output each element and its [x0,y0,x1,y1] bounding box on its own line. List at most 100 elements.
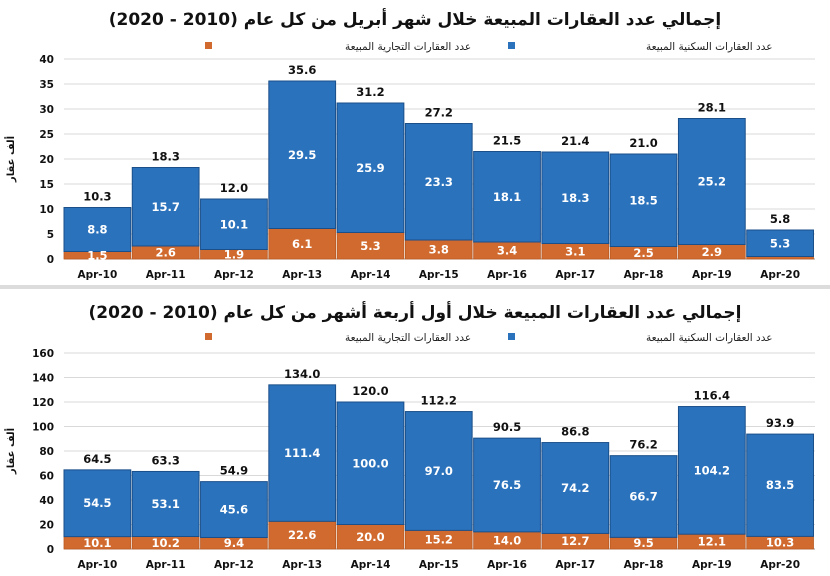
data-label-commercial: 20.0 [356,530,384,544]
data-label-total: 27.2 [425,106,453,120]
data-label-residential: 104.2 [694,463,730,477]
x-tick-label: Apr-19 [692,559,732,571]
data-label-commercial: 9.5 [633,536,653,550]
data-label-residential: 45.6 [220,503,248,517]
y-tick-label: 20 [39,154,54,166]
x-tick-label: Apr-16 [487,269,527,281]
x-tick-label: Apr-20 [760,559,800,571]
legend-label-residential: عدد العقارات السكنية المبيعة [646,41,773,53]
y-tick-label: 120 [32,397,54,409]
bar-residential-apr-10 [63,469,132,538]
bar-residential-apr-12 [200,198,268,250]
data-label-commercial: 5.3 [360,239,380,253]
bar-residential-apr-18 [609,455,678,538]
bar-residential-apr-13 [268,384,337,522]
x-tick-label: Apr-14 [351,559,391,571]
x-tick-label: Apr-11 [146,559,186,571]
x-tick-label: Apr-12 [214,269,254,281]
bar-residential-apr-14 [336,401,405,525]
data-label-residential: 10.1 [220,217,248,231]
bar-residential-apr-11 [131,470,200,538]
data-label-total: 5.8 [770,212,790,226]
y-tick-label: 20 [39,520,54,532]
y-tick-label: 60 [39,471,54,483]
x-tick-label: Apr-17 [555,269,595,281]
x-tick-label: Apr-16 [487,559,527,571]
data-label-residential: 111.4 [284,446,320,460]
x-tick-label: Apr-11 [146,269,186,281]
y-axis-label: ألف عقار [4,136,17,183]
x-tick-label: Apr-18 [624,269,664,281]
chart-panel-first-four-months: إجمالي عدد العقارات المبيعة خلال أول أرب… [0,290,830,572]
bar-residential-apr-13 [268,80,337,229]
data-label-total: 28.1 [698,101,726,115]
data-label-total: 120.0 [352,384,388,398]
legend-label-residential: عدد العقارات السكنية المبيعة [646,332,773,344]
y-tick-label: 0 [47,544,54,556]
x-tick-label: Apr-13 [282,559,322,571]
data-label-commercial: 3.4 [497,244,517,258]
data-label-residential: 18.5 [629,193,657,207]
data-label-total: 21.4 [561,134,589,148]
data-label-residential: 100.0 [352,456,388,470]
data-label-residential: 53.1 [151,497,179,511]
x-tick-label: Apr-17 [555,559,595,571]
bar-residential-apr-14 [336,102,405,233]
data-label-residential: 23.3 [425,175,453,189]
bar-residential-apr-18 [609,153,678,247]
x-tick-label: Apr-10 [77,559,117,571]
data-label-total: 134.0 [284,367,320,381]
data-label-commercial: 10.2 [151,536,179,550]
bar-residential-apr-16 [473,437,541,533]
data-label-residential: 18.1 [493,190,521,204]
data-label-commercial: 12.7 [561,534,589,548]
data-label-total: 86.8 [561,425,589,439]
panel-divider [0,285,830,289]
data-label-residential: 83.5 [766,478,794,492]
data-label-commercial: 22.6 [288,528,316,542]
chart-title: إجمالي عدد العقارات المبيعة خلال أول أرب… [89,301,742,323]
data-label-residential: 15.7 [151,200,179,214]
data-label-commercial: 2.9 [702,245,722,259]
data-label-commercial: 1.9 [224,247,244,261]
data-label-commercial: 14.0 [493,533,521,547]
x-tick-label: Apr-13 [282,269,322,281]
x-tick-label: Apr-20 [760,269,800,281]
chart-panel-april: إجمالي عدد العقارات المبيعة خلال شهر أبر… [0,0,830,286]
bar-residential-apr-20 [746,229,815,257]
x-tick-label: Apr-15 [419,269,459,281]
data-label-commercial: 15.2 [425,533,453,547]
y-tick-label: 140 [32,373,54,385]
chart-title: إجمالي عدد العقارات المبيعة خلال شهر أبر… [109,8,722,30]
data-label-residential: 97.0 [425,464,453,478]
bar-residential-apr-12 [200,481,268,538]
y-tick-label: 40 [39,495,54,507]
data-label-residential: 29.5 [288,148,316,162]
y-tick-label: 80 [39,446,54,458]
legend-swatch-commercial [205,333,212,340]
bar-residential-apr-17 [541,151,610,244]
x-tick-label: Apr-15 [419,559,459,571]
y-tick-label: 100 [32,422,54,434]
legend-swatch-residential [508,42,515,49]
bar-residential-apr-15 [404,123,473,241]
data-label-residential: 18.3 [561,191,589,205]
data-label-total: 10.3 [83,190,111,204]
bar-commercial-apr-13 [268,520,336,550]
data-label-commercial: 3.8 [429,243,449,257]
data-label-commercial: 6.1 [292,237,312,251]
data-label-total: 93.9 [766,416,794,430]
y-tick-label: 25 [39,129,54,141]
data-label-total: 54.9 [220,464,248,478]
data-label-total: 116.4 [694,389,730,403]
data-label-total: 90.5 [493,420,521,434]
legend-label-commercial: عدد العقارات التجارية المبيعة [345,41,471,53]
legend-swatch-residential [508,333,515,340]
x-tick-label: Apr-10 [77,269,117,281]
data-label-total: 112.2 [421,394,457,408]
data-label-commercial: 3.1 [565,244,585,258]
data-label-residential: 25.9 [356,161,384,175]
data-label-total: 12.0 [220,181,248,195]
bar-residential-apr-11 [131,167,200,247]
bar-residential-apr-10 [63,207,132,252]
